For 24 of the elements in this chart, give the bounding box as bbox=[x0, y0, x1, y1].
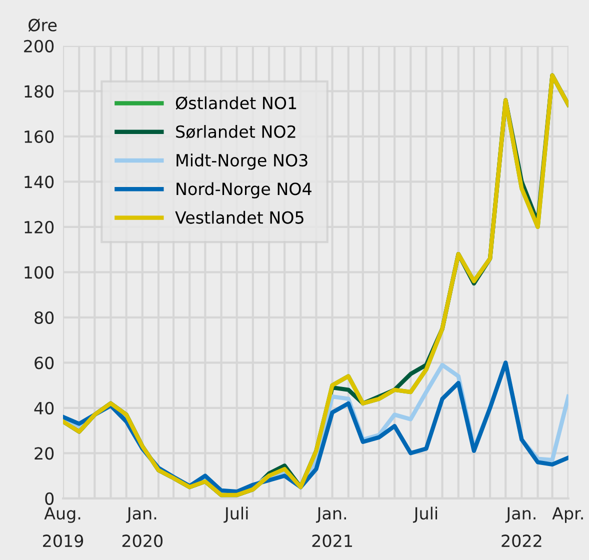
y-tick-label: 160 bbox=[24, 130, 54, 143]
legend-label: Nord-Norge NO4 bbox=[176, 182, 312, 198]
x-tick-label: Jan. 2021 bbox=[312, 507, 352, 548]
x-tick-label: Aug. 2019 bbox=[43, 507, 84, 548]
x-tick-label: Jan. 2020 bbox=[122, 507, 163, 548]
legend-label: Østlandet NO1 bbox=[176, 96, 296, 110]
y-tick-label: 20 bbox=[34, 447, 54, 460]
legend-label: Sørlandet NO2 bbox=[176, 125, 296, 138]
y-tick-label: 60 bbox=[34, 356, 54, 370]
x-tick-label: Jan. 2022 bbox=[502, 507, 542, 548]
y-tick-label: 200 bbox=[24, 40, 54, 52]
x-tick-label: Apr. bbox=[552, 507, 583, 523]
y-tick-label: 40 bbox=[34, 402, 54, 414]
x-tick-label: Juli bbox=[224, 506, 248, 523]
y-axis-title: Øre bbox=[28, 18, 57, 32]
y-tick-label: 100 bbox=[24, 266, 54, 279]
y-tick-label: 0 bbox=[45, 492, 54, 505]
y-tick-label: 140 bbox=[24, 176, 54, 188]
y-tick-label: 120 bbox=[24, 220, 54, 234]
x-tick-label: Juli bbox=[412, 506, 438, 523]
legend-label: Midt-Norge NO3 bbox=[176, 154, 308, 170]
y-tick-label: 180 bbox=[24, 85, 54, 98]
legend-label: Vestlandet NO5 bbox=[175, 210, 304, 224]
y-tick-label: 80 bbox=[34, 311, 54, 324]
